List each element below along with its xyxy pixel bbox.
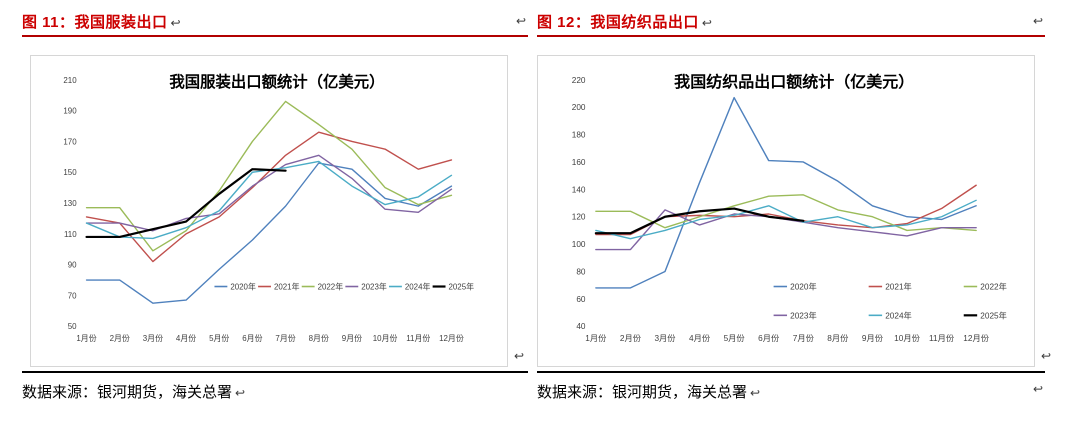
figure-11-section: 图 11：我国服装出口 ↩ ↩ 我国服装出口额统计（亿美元） 50 70 90 110 13… [22,0,528,437]
x-axis-tick: 11月份 [929,333,954,343]
series-line-2020年 [85,162,453,304]
caption-underline [22,35,528,37]
legend-label: 2021年 [274,281,300,291]
paragraph-mark-icon: ↩ [701,16,713,30]
paragraph-mark-icon: ↩ [1032,382,1043,396]
paragraph-mark-icon: ↩ [750,386,761,400]
x-axis-tick: 7月份 [275,333,295,343]
paragraph-mark-icon: ↩ [515,14,526,28]
y-axis-tick: 70 [68,291,77,300]
series-line-2022年 [85,100,453,252]
chart-svg: 我国纺织品出口额统计（亿美元） 40 60 80 100 120 140 160 180 200 2… [572,72,1007,343]
x-axis-tick: 1月份 [585,333,606,343]
x-axis-tick: 7月份 [793,333,814,343]
paragraph-mark-icon: ↩ [1041,349,1052,363]
y-axis-tick: 110 [64,230,77,239]
y-axis-tick: 200 [572,103,586,112]
paragraph-mark-icon: ↩ [235,386,246,400]
legend-label: 2025年 [980,310,1007,320]
y-axis-tick: 150 [63,168,77,177]
y-axis-tick: 50 [68,322,77,331]
x-axis-tick: 4月份 [689,333,710,343]
series-line-2025年 [85,168,287,239]
y-axis-tick: 130 [63,199,77,208]
caption-underline [537,35,1045,37]
y-axis-tick: 190 [63,107,77,116]
series-line-2024年 [85,160,453,240]
textile-export-chart: 我国纺织品出口额统计（亿美元） 40 60 80 100 120 140 160 180 200 2… [537,55,1035,367]
data-source-text: 数据来源：银河期货，海关总署 [22,385,233,401]
chart-svg: 我国服装出口额统计（亿美元） 50 70 90 110 130 150 170 190 210 1月… [63,72,474,343]
figure-12-caption-text: 图 12：我国纺织品出口 [537,14,699,31]
x-axis-tick: 1月份 [76,333,96,343]
series-line-2024年 [595,199,977,240]
y-axis-tick: 100 [572,240,586,249]
y-axis-tick: 40 [576,322,586,331]
chart-title: 我国服装出口额统计（亿美元） [169,72,384,91]
x-axis-tick: 10月份 [373,333,398,343]
divider-line [537,371,1045,373]
y-axis-tick: 80 [576,268,586,277]
x-axis-tick: 3月份 [143,333,163,343]
x-axis-tick: 5月份 [724,333,745,343]
data-source-line: 数据来源：银河期货，海关总署 ↩ [22,381,245,402]
series-line-2025年 [594,207,805,235]
legend-label: 2025年 [448,281,474,291]
y-axis-tick: 180 [572,131,586,140]
legend-label: 2023年 [361,281,387,291]
chart-title: 我国纺织品出口额统计（亿美元） [674,72,914,91]
clothing-export-chart: 我国服装出口额统计（亿美元） 50 70 90 110 130 150 170 190 210 1月… [30,55,508,367]
x-axis-tick: 9月份 [862,333,883,343]
y-axis-tick: 210 [63,76,77,85]
x-axis-tick: 3月份 [654,333,675,343]
x-axis-tick: 2月份 [620,333,641,343]
x-axis-tick: 6月份 [758,333,779,343]
y-axis-tick: 60 [576,295,586,304]
legend-label: 2020年 [230,281,256,291]
x-axis-tick: 9月份 [342,333,362,343]
legend-label: 2020年 [790,282,817,292]
y-axis-tick: 120 [572,213,586,222]
x-axis-tick: 5月份 [209,333,229,343]
legend-label: 2021年 [885,282,912,292]
series-line-2020年 [595,96,977,289]
figure-12-caption: 图 12：我国纺织品出口 ↩ [537,11,712,32]
x-axis-tick: 12月份 [963,333,989,343]
y-axis-tick: 140 [572,185,586,194]
x-axis-tick: 10月份 [894,333,920,343]
series-line-2022年 [595,194,977,232]
x-axis-tick: 6月份 [242,333,262,343]
figure-11-caption-text: 图 11：我国服装出口 [22,14,168,31]
legend-label: 2023年 [790,310,817,320]
y-axis-tick: 220 [572,76,586,85]
x-axis-tick: 8月份 [309,333,329,343]
legend-label: 2022年 [318,281,344,291]
series-line-2021年 [595,184,977,236]
x-axis-tick: 12月份 [439,333,464,343]
x-axis-tick: 8月份 [827,333,848,343]
x-axis-tick: 11月份 [406,333,430,343]
legend-label: 2024年 [405,281,431,291]
paragraph-mark-icon: ↩ [170,16,182,30]
x-axis-tick: 4月份 [176,333,196,343]
y-axis-tick: 170 [63,137,77,146]
series-line-2021年 [85,131,453,263]
paragraph-mark-icon: ↩ [514,349,525,363]
paragraph-mark-icon: ↩ [1032,14,1043,28]
divider-line [22,371,528,373]
legend-label: 2022年 [980,282,1007,292]
y-axis-tick: 160 [572,158,586,167]
figure-11-caption: 图 11：我国服装出口 ↩ [22,11,181,32]
data-source-line: 数据来源：银河期货，海关总署 ↩ [537,381,760,402]
figure-12-section: 图 12：我国纺织品出口 ↩ ↩ 我国纺织品出口额统计（亿美元） 40 60 80 100… [537,0,1051,437]
x-axis-tick: 2月份 [110,333,130,343]
legend-label: 2024年 [885,310,912,320]
y-axis-tick: 90 [68,261,77,270]
data-source-text: 数据来源：银河期货，海关总署 [537,385,748,401]
